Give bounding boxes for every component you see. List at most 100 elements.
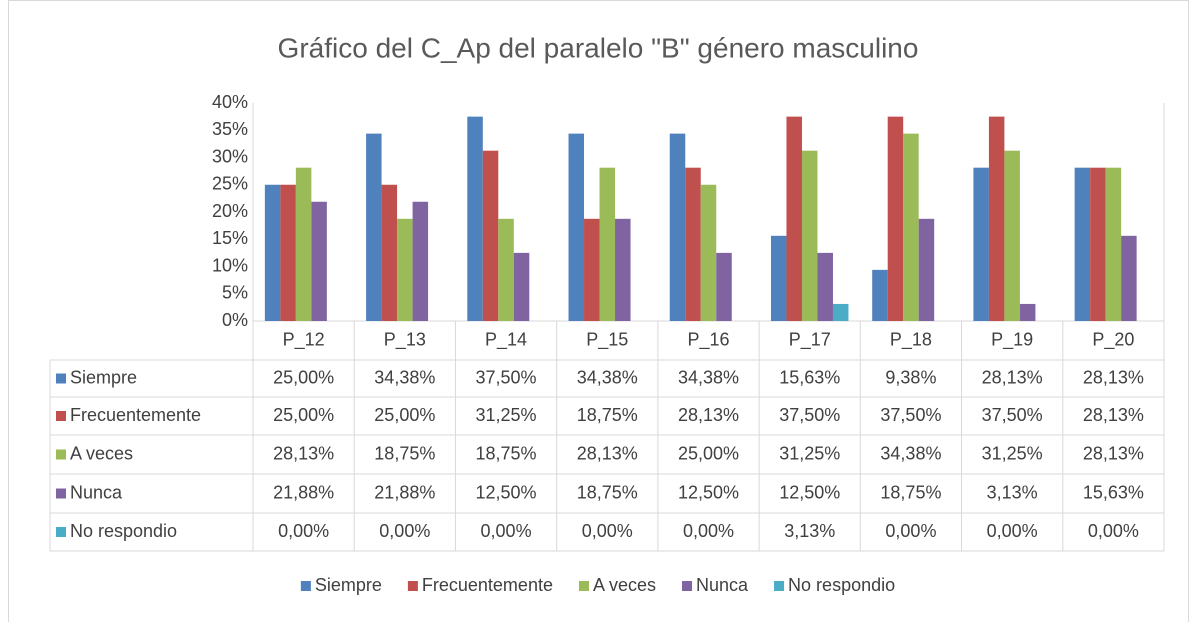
- bar: [685, 167, 701, 321]
- bar: [669, 133, 686, 321]
- table-cell: 31,25%: [779, 443, 840, 463]
- bar: [786, 116, 802, 321]
- table-cell: 37,50%: [880, 405, 941, 425]
- table-cell: 18,75%: [577, 405, 638, 425]
- table-cell: 0,00%: [1088, 521, 1139, 541]
- bar: [568, 133, 585, 321]
- bar: [1105, 167, 1122, 321]
- bar: [381, 184, 398, 321]
- bar: [467, 116, 483, 321]
- bar: [397, 218, 413, 321]
- bar: [700, 184, 717, 321]
- y-tick-label: 0%: [222, 310, 248, 330]
- x-tick-label: P_16: [687, 329, 729, 350]
- bar: [817, 252, 833, 321]
- bar: [973, 167, 989, 321]
- table-cell: 37,50%: [779, 405, 840, 425]
- legend-label: Siempre: [315, 575, 382, 595]
- table-cell: 37,50%: [476, 367, 537, 387]
- table-cell: 0,00%: [987, 521, 1038, 541]
- table-cell: 28,13%: [1083, 405, 1144, 425]
- bar: [264, 184, 281, 321]
- table-cell: 37,50%: [982, 405, 1043, 425]
- table-cell: 12,50%: [779, 482, 840, 502]
- x-tick-label: P_17: [789, 329, 831, 350]
- x-tick-label: P_19: [991, 329, 1033, 350]
- x-tick-label: P_14: [485, 329, 527, 350]
- table-cell: 12,50%: [678, 482, 739, 502]
- table-cell: 25,00%: [678, 443, 739, 463]
- table-legend-key: [56, 527, 66, 537]
- bar: [366, 133, 382, 321]
- table-cell: 15,63%: [1083, 482, 1144, 502]
- table-cell: 34,38%: [880, 443, 941, 463]
- bar: [872, 269, 888, 321]
- x-tick-label: P_13: [384, 329, 426, 350]
- table-cell: 28,13%: [577, 443, 638, 463]
- table-cell: 3,13%: [987, 482, 1038, 502]
- bar: [801, 150, 818, 321]
- legend-key: [774, 581, 785, 591]
- bar: [1074, 167, 1091, 321]
- bar: [918, 218, 935, 321]
- bar: [513, 252, 530, 321]
- bar: [280, 184, 296, 321]
- table-cell: 0,00%: [885, 521, 936, 541]
- table-cell: 28,13%: [1083, 443, 1144, 463]
- table-cell: 21,88%: [374, 482, 435, 502]
- legend-label: A veces: [593, 575, 656, 595]
- table-row-label: Nunca: [70, 482, 123, 502]
- bar: [1004, 150, 1020, 321]
- legend-key: [682, 581, 693, 591]
- legend-label: Nunca: [696, 575, 749, 595]
- table-row-label: A veces: [70, 443, 133, 463]
- table-cell: 25,00%: [273, 405, 334, 425]
- bar: [770, 235, 787, 321]
- table-cell: 34,38%: [374, 367, 435, 387]
- y-tick-label: 35%: [212, 119, 248, 139]
- table-cell: 34,38%: [678, 367, 739, 387]
- bar: [832, 303, 849, 321]
- table-cell: 18,75%: [577, 482, 638, 502]
- bar: [482, 150, 499, 321]
- table-row-label: Frecuentemente: [70, 405, 201, 425]
- table-cell: 18,75%: [880, 482, 941, 502]
- legend-key: [578, 581, 589, 591]
- table-cell: 28,13%: [273, 443, 334, 463]
- table-cell: 18,75%: [374, 443, 435, 463]
- table-cell: 9,38%: [885, 367, 936, 387]
- y-tick-label: 40%: [212, 92, 248, 112]
- table-cell: 31,25%: [982, 443, 1043, 463]
- bar: [311, 201, 327, 321]
- table-legend-key: [56, 488, 66, 499]
- bar: [599, 167, 616, 321]
- table-cell: 18,75%: [476, 443, 537, 463]
- x-tick-label: P_15: [586, 329, 628, 350]
- table-cell: 0,00%: [278, 521, 329, 541]
- bar: [498, 218, 514, 321]
- bar: [1019, 303, 1036, 321]
- table-cell: 3,13%: [784, 521, 835, 541]
- table-cell: 28,13%: [678, 405, 739, 425]
- y-tick-label: 15%: [212, 228, 248, 248]
- table-cell: 25,00%: [273, 367, 334, 387]
- bar: [615, 218, 631, 321]
- table-cell: 28,13%: [1083, 367, 1144, 387]
- table-cell: 31,25%: [476, 405, 537, 425]
- bar: [988, 116, 1005, 321]
- chart-title: Gráfico del C_Ap del paralelo "B" género…: [278, 32, 919, 63]
- table-cell: 0,00%: [481, 521, 532, 541]
- table-cell: 21,88%: [273, 482, 334, 502]
- x-tick-label: P_18: [890, 329, 932, 350]
- table-legend-key: [56, 373, 66, 384]
- y-tick-label: 5%: [222, 283, 248, 303]
- bar: [412, 201, 429, 321]
- bar: [295, 167, 312, 321]
- bar: [903, 133, 919, 321]
- y-tick-label: 30%: [212, 146, 248, 166]
- table-legend-key: [56, 411, 66, 421]
- legend-key: [407, 581, 418, 591]
- table-cell: 12,50%: [476, 482, 537, 502]
- y-tick-label: 10%: [212, 255, 248, 275]
- table-cell: 34,38%: [577, 367, 638, 387]
